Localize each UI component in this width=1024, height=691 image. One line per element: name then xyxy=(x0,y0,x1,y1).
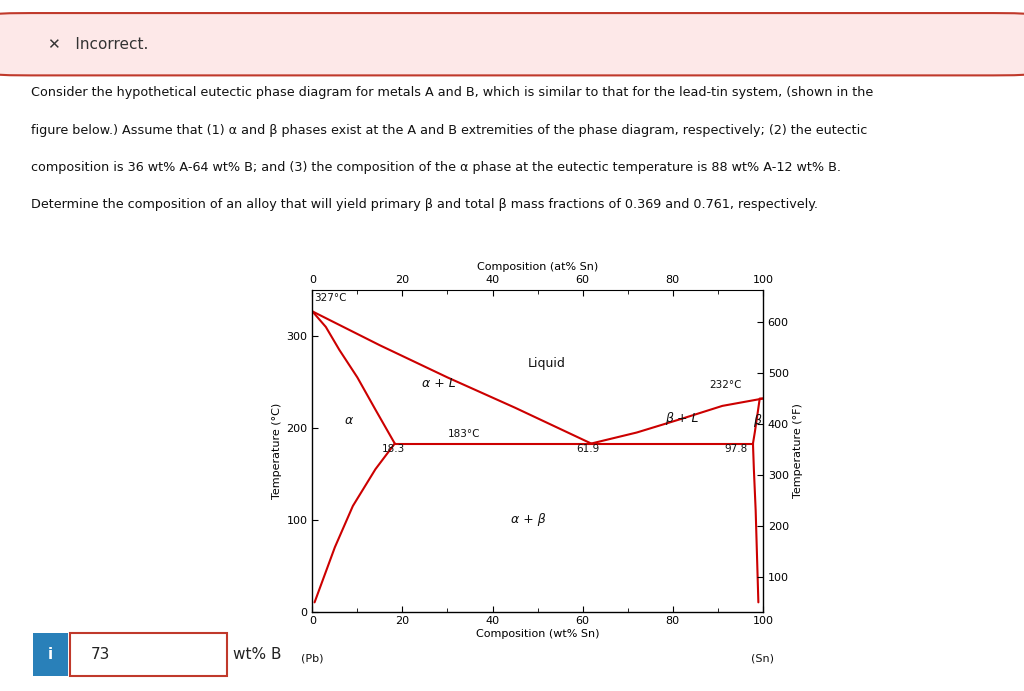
Text: (Sn): (Sn) xyxy=(752,653,774,663)
Text: β + L: β + L xyxy=(665,413,698,425)
Text: (Pb): (Pb) xyxy=(301,653,324,663)
FancyBboxPatch shape xyxy=(0,13,1024,75)
Text: α + β: α + β xyxy=(511,513,546,527)
Text: 327°C: 327°C xyxy=(314,293,347,303)
FancyBboxPatch shape xyxy=(70,633,226,676)
X-axis label: Composition (wt% Sn): Composition (wt% Sn) xyxy=(476,630,599,639)
FancyBboxPatch shape xyxy=(33,633,68,676)
Text: i: i xyxy=(48,647,53,662)
X-axis label: Composition (at% Sn): Composition (at% Sn) xyxy=(477,262,598,272)
Text: figure below.) Assume that (1) α and β phases exist at the A and B extremities o: figure below.) Assume that (1) α and β p… xyxy=(31,124,867,137)
Text: Determine the composition of an alloy that will yield primary β and total β mass: Determine the composition of an alloy th… xyxy=(31,198,818,211)
Text: α: α xyxy=(344,414,352,427)
Text: 61.9: 61.9 xyxy=(575,444,599,453)
Text: 73: 73 xyxy=(90,647,110,662)
Y-axis label: Temperature (°C): Temperature (°C) xyxy=(272,403,283,499)
Text: Consider the hypothetical eutectic phase diagram for metals A and B, which is si: Consider the hypothetical eutectic phase… xyxy=(31,86,873,100)
Text: composition is 36 wt% A-64 wt% B; and (3) the composition of the α phase at the : composition is 36 wt% A-64 wt% B; and (3… xyxy=(31,161,841,173)
Text: 97.8: 97.8 xyxy=(725,444,748,453)
Text: 232°C: 232°C xyxy=(709,380,741,390)
Text: ✕   Incorrect.: ✕ Incorrect. xyxy=(48,37,148,52)
Text: 18.3: 18.3 xyxy=(382,444,406,453)
Text: wt% B: wt% B xyxy=(233,647,282,662)
Text: α + L: α + L xyxy=(422,377,456,390)
Text: β: β xyxy=(754,414,762,427)
Text: 183°C: 183°C xyxy=(447,429,480,439)
Text: Liquid: Liquid xyxy=(527,357,565,370)
Y-axis label: Temperature (°F): Temperature (°F) xyxy=(793,404,803,498)
